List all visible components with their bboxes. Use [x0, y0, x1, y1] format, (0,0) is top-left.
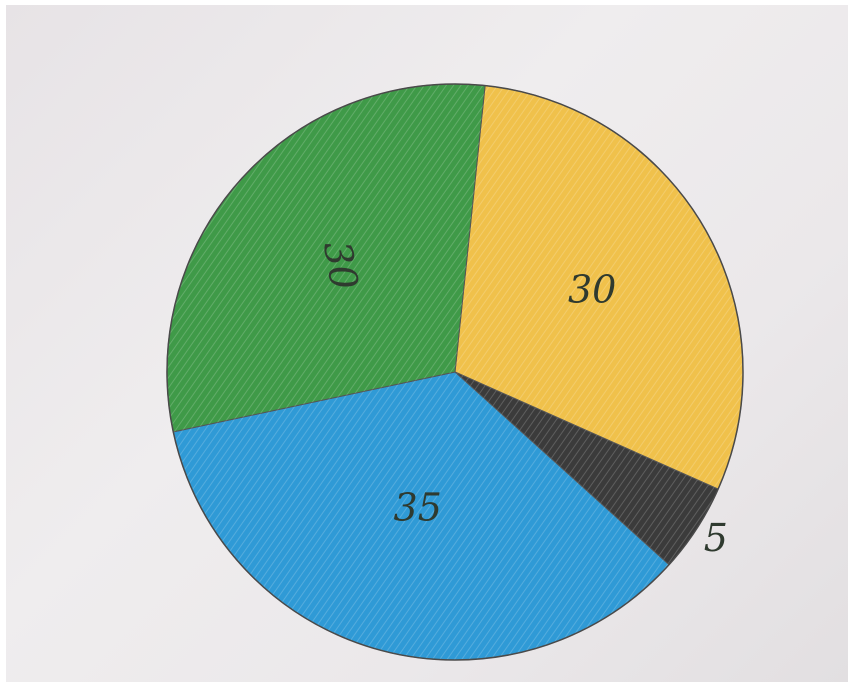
- pie-slice-label-3: 30: [315, 238, 367, 293]
- pie-slice-label-2: 35: [394, 486, 442, 530]
- pie-slice-texture-3: [166, 84, 486, 432]
- pie-slice-texture-2: [173, 372, 670, 660]
- pie-slice-texture-1: [455, 372, 719, 565]
- pie-outline: [166, 83, 744, 661]
- pie-slice-texture-0: [455, 85, 744, 490]
- pie-slice-label-1: 5: [704, 516, 728, 560]
- pie-slice-label-0: 30: [568, 267, 616, 311]
